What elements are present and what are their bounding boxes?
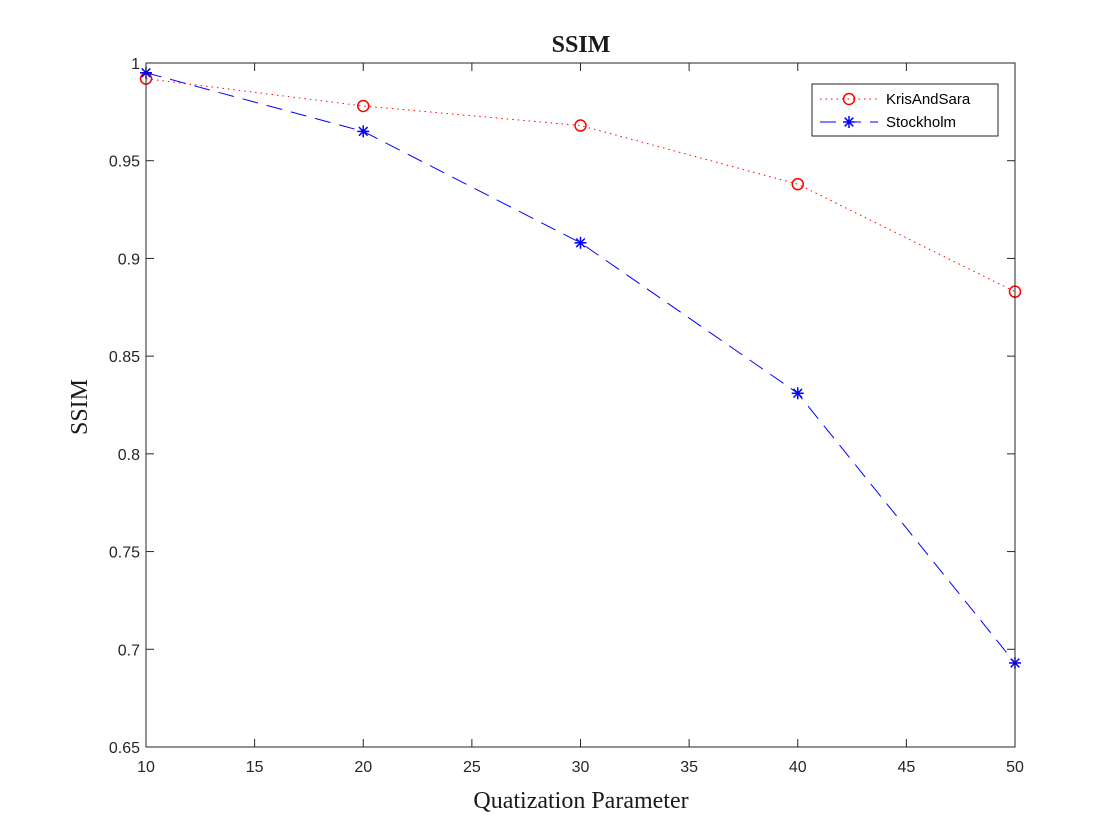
data-point <box>357 99 370 113</box>
x-axis-label: Quatization Parameter <box>473 788 688 814</box>
data-point <box>574 119 587 132</box>
x-axis-ticks: 10 15 20 25 30 35 40 45 50 <box>137 63 1024 776</box>
y-tick-label: 0.65 <box>109 740 140 757</box>
legend-label: Stockholm <box>886 114 956 131</box>
y-tick-label: 0.7 <box>118 642 140 659</box>
data-point <box>357 125 370 138</box>
data-point <box>791 387 804 400</box>
x-tick-label: 25 <box>463 759 481 776</box>
data-point <box>574 236 587 249</box>
y-tick-label: 0.95 <box>109 154 140 171</box>
data-point <box>791 177 804 191</box>
legend-item: KrisAndSara <box>820 91 971 108</box>
plot-frame <box>145 62 1016 748</box>
x-tick-label: 50 <box>1006 759 1024 776</box>
chart-title: SSIM <box>552 32 611 58</box>
legend-marker <box>843 116 855 128</box>
legend: KrisAndSara Stockholm <box>811 83 999 137</box>
y-tick-label: 1 <box>131 56 140 73</box>
legend-label: KrisAndSara <box>886 91 971 108</box>
series-line <box>145 78 1016 293</box>
y-tick-label: 0.8 <box>118 447 140 464</box>
series-line <box>145 72 1016 664</box>
x-tick-label: 35 <box>680 759 698 776</box>
y-tick-label: 0.9 <box>118 251 140 268</box>
x-tick-label: 40 <box>789 759 807 776</box>
series-layer <box>139 66 1022 669</box>
x-tick-label: 20 <box>354 759 372 776</box>
x-tick-label: 45 <box>897 759 915 776</box>
y-axis-ticks: 0.65 0.7 0.75 0.8 0.85 0.9 0.95 1 <box>109 56 1015 757</box>
y-axis-label: SSIM <box>67 379 93 435</box>
legend-box <box>811 83 999 137</box>
x-tick-label: 30 <box>572 759 590 776</box>
plot-area <box>146 63 1015 747</box>
y-tick-label: 0.75 <box>109 545 140 562</box>
x-tick-label: 10 <box>137 759 155 776</box>
legend-marker <box>842 92 856 106</box>
x-tick-label: 15 <box>246 759 264 776</box>
y-tick-label: 0.85 <box>109 349 140 366</box>
legend-item: Stockholm <box>820 114 956 131</box>
